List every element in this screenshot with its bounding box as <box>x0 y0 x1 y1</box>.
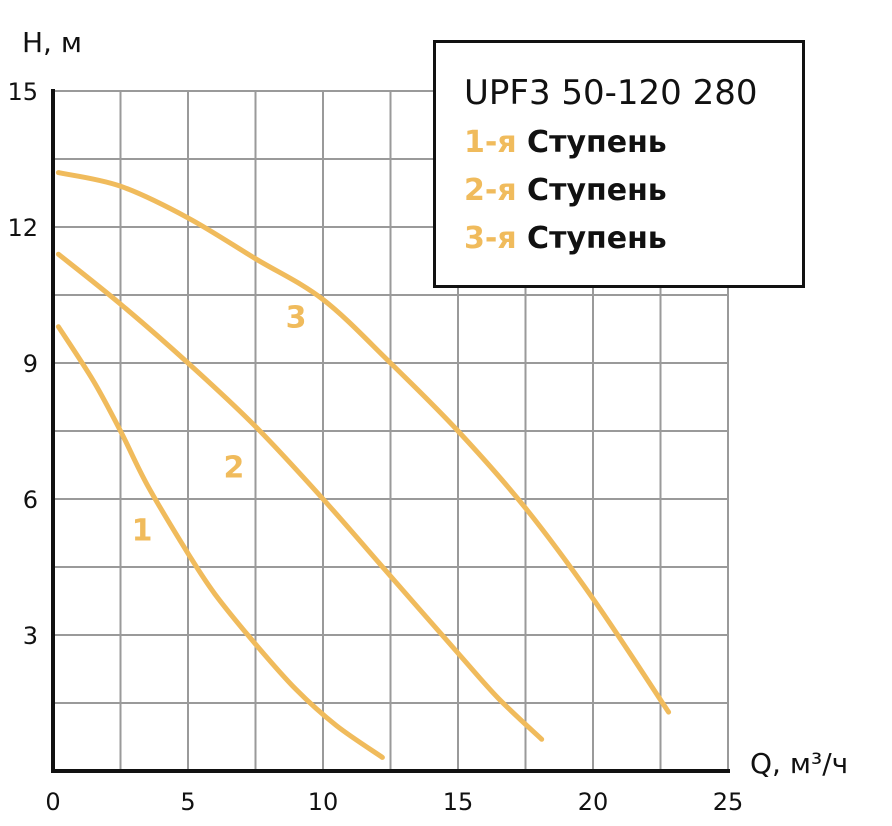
y-tick-label: 15 <box>7 78 38 106</box>
legend-word-1: Ступень <box>527 125 667 160</box>
curve-label-3: 3 <box>286 301 307 336</box>
legend-word-3: Ступень <box>527 221 667 256</box>
curve-3 <box>55 170 672 715</box>
legend-row-2: 2-я Ступень <box>464 173 667 208</box>
x-tick-label: 5 <box>180 788 195 816</box>
x-tick-label: 0 <box>45 788 60 816</box>
curve-1 <box>55 324 385 760</box>
legend-row-3: 3-я Ступень <box>464 221 667 256</box>
legend-title: UPF3 50-120 280 <box>464 73 758 113</box>
y-tick-label: 12 <box>7 214 38 242</box>
legend-word-2: Ступень <box>527 173 667 208</box>
legend-num-1: 1-я <box>464 125 517 160</box>
y-tick-label: 6 <box>23 486 38 514</box>
legend: UPF3 50-120 280 1-я Ступень 2-я Ступень … <box>433 40 805 288</box>
curve-label-1: 1 <box>132 514 153 549</box>
x-axis-title: Q, м³/ч <box>750 747 848 780</box>
curves: 1 2 3 <box>55 170 672 760</box>
grid <box>53 90 729 771</box>
x-tick-label: 10 <box>308 788 339 816</box>
curve-2 <box>55 251 545 742</box>
curve-label-2: 2 <box>223 450 244 485</box>
y-tick-label: 9 <box>23 350 38 378</box>
y-axis-title: H, м <box>22 26 82 59</box>
x-tick-label: 25 <box>713 788 744 816</box>
x-tick-label: 20 <box>578 788 609 816</box>
axes <box>51 89 730 773</box>
y-tick-label: 3 <box>23 622 38 650</box>
x-tick-label: 15 <box>443 788 474 816</box>
legend-row-1: 1-я Ступень <box>464 125 667 160</box>
legend-num-3: 3-я <box>464 221 517 256</box>
legend-num-2: 2-я <box>464 173 517 208</box>
